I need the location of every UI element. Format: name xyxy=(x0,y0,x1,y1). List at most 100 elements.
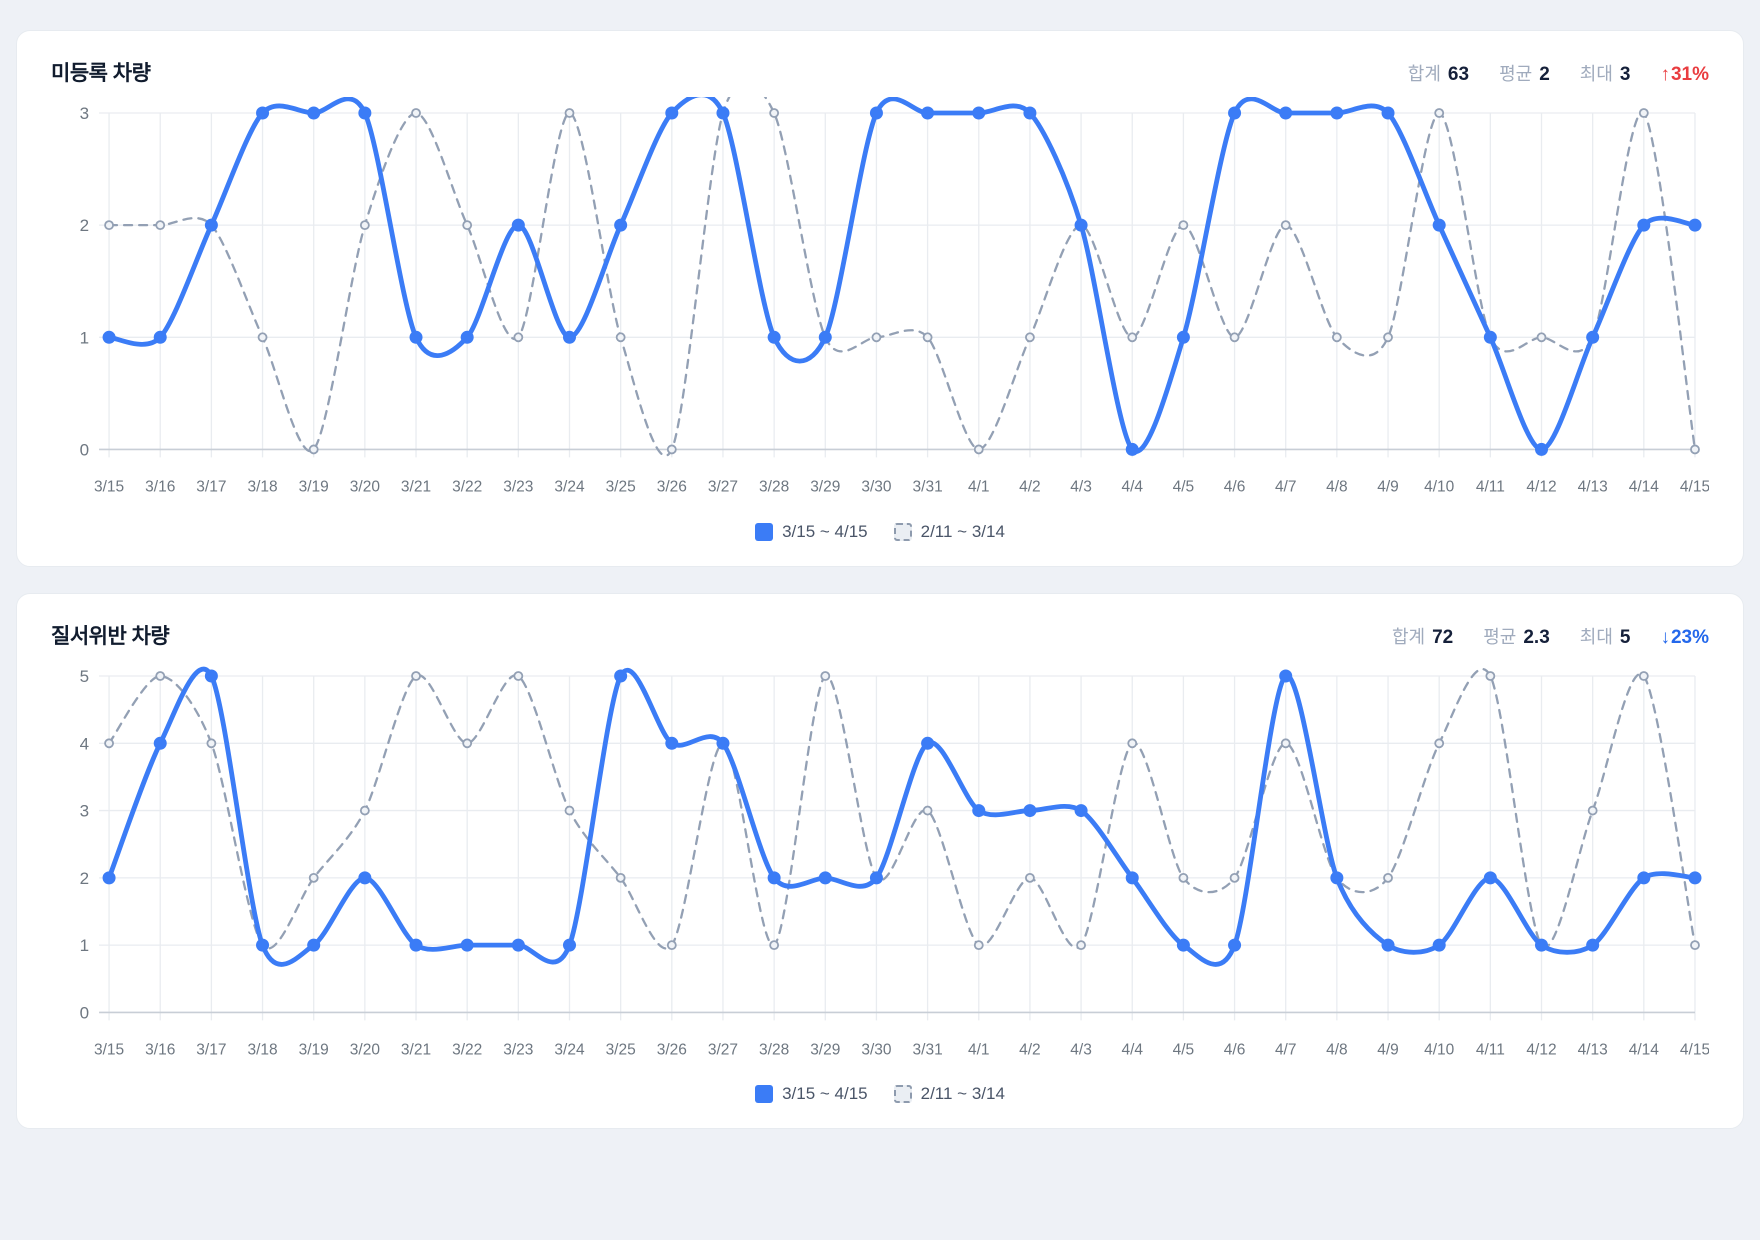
legend-item-previous[interactable]: 2/11 ~ 3/14 xyxy=(893,1084,1005,1104)
svg-text:4/3: 4/3 xyxy=(1070,478,1092,495)
chart-title: 질서위반 차량 xyxy=(51,624,170,648)
card-header: 질서위반 차량 합계 72 평균 2.3 최대 5 ↓ 23% xyxy=(51,620,1709,650)
stat-value: 2.3 xyxy=(1523,626,1550,648)
svg-text:3/29: 3/29 xyxy=(810,1041,840,1058)
svg-text:4/12: 4/12 xyxy=(1526,1041,1556,1058)
card-header: 미등록 차량 합계 63 평균 2 최대 3 ↑ 31% xyxy=(51,57,1709,87)
chart-card-unregistered-vehicles: 미등록 차량 합계 63 평균 2 최대 3 ↑ 31% xyxy=(16,30,1744,567)
svg-text:3/26: 3/26 xyxy=(657,478,687,495)
chart-card-violation-vehicles: 질서위반 차량 합계 72 평균 2.3 최대 5 ↓ 23% xyxy=(16,592,1744,1129)
svg-text:4/10: 4/10 xyxy=(1424,478,1455,495)
legend-label: 3/15 ~ 4/15 xyxy=(782,521,868,541)
svg-text:4/7: 4/7 xyxy=(1275,1041,1297,1058)
svg-text:3/18: 3/18 xyxy=(247,478,277,495)
svg-text:4/4: 4/4 xyxy=(1121,1041,1143,1058)
line-chart-unregistered-vehicles[interactable]: 0 1 2 3 3/15 3/16 3/17 3/18 3/19 3/20 3/21 3/22 3/23… xyxy=(51,97,1709,512)
svg-text:3/21: 3/21 xyxy=(401,1041,431,1058)
stat-max: 최대 5 xyxy=(1580,623,1631,649)
stat-value: 3 xyxy=(1619,64,1631,85)
svg-text:3/19: 3/19 xyxy=(299,1041,329,1058)
svg-text:4/8: 4/8 xyxy=(1326,1041,1348,1058)
svg-text:4/11: 4/11 xyxy=(1476,1041,1505,1058)
svg-text:3/22: 3/22 xyxy=(452,478,482,495)
svg-text:3/23: 3/23 xyxy=(503,1041,533,1058)
svg-text:1: 1 xyxy=(80,328,89,347)
svg-text:4/14: 4/14 xyxy=(1629,1041,1660,1058)
line-chart-violation-vehicles[interactable]: 0 1 2 3 4 5 3/15 3/16 3/17 3/18 3/19 3/20 3/21 3/22 3/… xyxy=(51,660,1709,1075)
svg-text:3/26: 3/26 xyxy=(657,1041,687,1058)
svg-text:3/25: 3/25 xyxy=(606,1041,636,1058)
svg-text:4/8: 4/8 xyxy=(1326,478,1348,495)
stat-label: 최대 xyxy=(1579,64,1613,84)
down-arrow-icon: ↓ xyxy=(1660,626,1670,648)
legend-item-current[interactable]: 3/15 ~ 4/15 xyxy=(755,1084,868,1104)
svg-text:1: 1 xyxy=(80,936,89,955)
svg-text:3/17: 3/17 xyxy=(196,478,226,495)
svg-text:3/16: 3/16 xyxy=(145,1041,175,1058)
svg-text:4/6: 4/6 xyxy=(1224,478,1246,495)
svg-text:3/20: 3/20 xyxy=(350,1041,381,1058)
delta-badge: ↓ 23% xyxy=(1660,627,1709,649)
up-arrow-icon: ↑ xyxy=(1660,64,1670,85)
legend-item-previous[interactable]: 2/11 ~ 3/14 xyxy=(893,522,1005,542)
svg-text:3/27: 3/27 xyxy=(708,478,738,495)
stat-value: 2 xyxy=(1539,64,1550,85)
delta-value: 23% xyxy=(1670,626,1709,648)
stat-average: 평균 2.3 xyxy=(1483,623,1550,649)
stat-total: 합계 63 xyxy=(1408,60,1469,86)
svg-text:2: 2 xyxy=(80,868,89,887)
chart-legend: 3/15 ~ 4/15 2/11 ~ 3/14 xyxy=(51,1084,1709,1108)
svg-text:4/15: 4/15 xyxy=(1680,478,1709,495)
current-series-swatch xyxy=(755,522,774,541)
svg-text:3/23: 3/23 xyxy=(503,478,533,495)
svg-text:3/30: 3/30 xyxy=(861,1041,892,1058)
stat-max: 최대 3 xyxy=(1580,60,1631,86)
current-series-swatch xyxy=(755,1085,774,1103)
previous-series-swatch xyxy=(893,522,912,541)
svg-text:3/28: 3/28 xyxy=(759,1041,789,1058)
svg-text:4/4: 4/4 xyxy=(1121,478,1143,495)
stat-value: 5 xyxy=(1619,626,1631,648)
svg-text:3/19: 3/19 xyxy=(299,478,329,495)
svg-text:4/3: 4/3 xyxy=(1070,1041,1092,1058)
svg-text:0: 0 xyxy=(80,440,89,459)
svg-text:3/17: 3/17 xyxy=(196,1041,226,1058)
chart-stats: 합계 72 평균 2.3 최대 5 ↓ 23% xyxy=(1392,623,1709,649)
svg-text:5: 5 xyxy=(80,667,89,686)
svg-text:4/6: 4/6 xyxy=(1224,1041,1246,1058)
svg-text:4/12: 4/12 xyxy=(1526,478,1556,495)
legend-label: 2/11 ~ 3/14 xyxy=(920,1084,1005,1103)
svg-text:4/9: 4/9 xyxy=(1377,1041,1399,1058)
svg-text:3/24: 3/24 xyxy=(554,478,585,495)
legend-item-current[interactable]: 3/15 ~ 4/15 xyxy=(755,522,868,542)
stat-label: 평균 xyxy=(1499,64,1533,84)
stat-label: 합계 xyxy=(1391,626,1426,647)
svg-text:4: 4 xyxy=(80,734,89,753)
svg-text:4/9: 4/9 xyxy=(1377,478,1399,495)
svg-text:4/5: 4/5 xyxy=(1173,478,1195,495)
svg-text:4/15: 4/15 xyxy=(1680,1041,1709,1058)
svg-text:4/7: 4/7 xyxy=(1275,478,1297,495)
svg-text:4/11: 4/11 xyxy=(1476,478,1505,495)
stat-value: 72 xyxy=(1432,626,1454,648)
svg-text:4/2: 4/2 xyxy=(1019,1041,1041,1058)
svg-text:3: 3 xyxy=(80,801,89,820)
svg-text:3/28: 3/28 xyxy=(759,478,789,495)
stat-label: 평균 xyxy=(1483,626,1517,647)
svg-text:3/15: 3/15 xyxy=(94,478,124,495)
chart-title: 미등록 차량 xyxy=(51,62,151,85)
svg-text:3/25: 3/25 xyxy=(606,478,636,495)
svg-text:4/5: 4/5 xyxy=(1173,1041,1195,1058)
stat-value: 63 xyxy=(1447,64,1470,85)
svg-text:3/15: 3/15 xyxy=(94,1041,124,1058)
charts-page: 미등록 차량 합계 63 평균 2 최대 3 ↑ 31% xyxy=(16,30,1744,1129)
svg-text:3/20: 3/20 xyxy=(350,478,381,495)
svg-text:4/13: 4/13 xyxy=(1578,1041,1608,1058)
stat-average: 평균 2 xyxy=(1499,60,1550,86)
svg-text:0: 0 xyxy=(80,1003,89,1022)
stat-label: 최대 xyxy=(1579,626,1613,647)
svg-text:3/21: 3/21 xyxy=(401,478,431,495)
svg-text:3: 3 xyxy=(80,104,89,123)
stat-label: 합계 xyxy=(1407,64,1441,84)
